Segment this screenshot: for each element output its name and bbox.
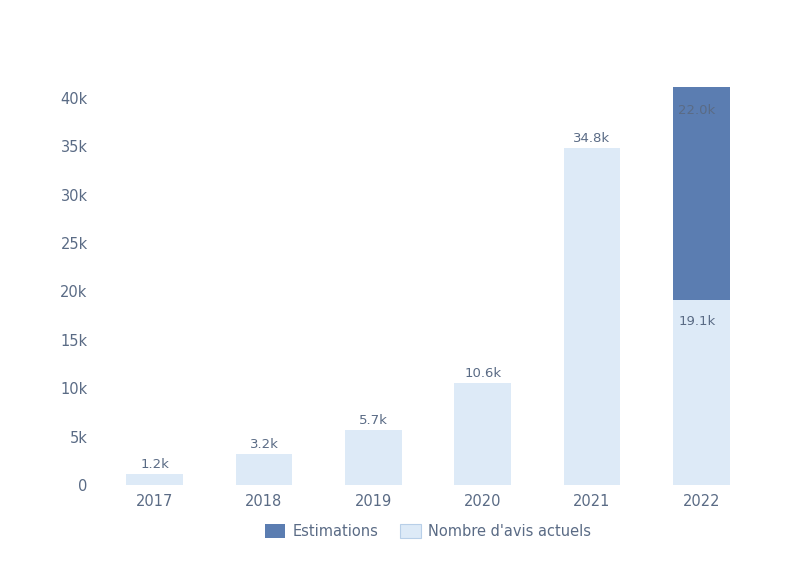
Text: 1.2k: 1.2k [140, 458, 169, 471]
Bar [235, 455, 293, 485]
Text: 34.8k: 34.8k [574, 132, 610, 145]
Text: 19.1k: 19.1k [678, 315, 716, 328]
Text: 3.2k: 3.2k [250, 439, 278, 452]
Text: 10.6k: 10.6k [464, 367, 502, 380]
Text: 5.7k: 5.7k [359, 414, 388, 427]
Text: 22.0k: 22.0k [678, 104, 716, 118]
Bar [126, 474, 183, 485]
Bar [673, 300, 730, 485]
Bar [563, 148, 621, 485]
Legend: Estimations, Nombre d'avis actuels: Estimations, Nombre d'avis actuels [259, 518, 597, 545]
Bar [454, 383, 511, 485]
Bar [345, 430, 402, 485]
Bar [673, 87, 730, 300]
